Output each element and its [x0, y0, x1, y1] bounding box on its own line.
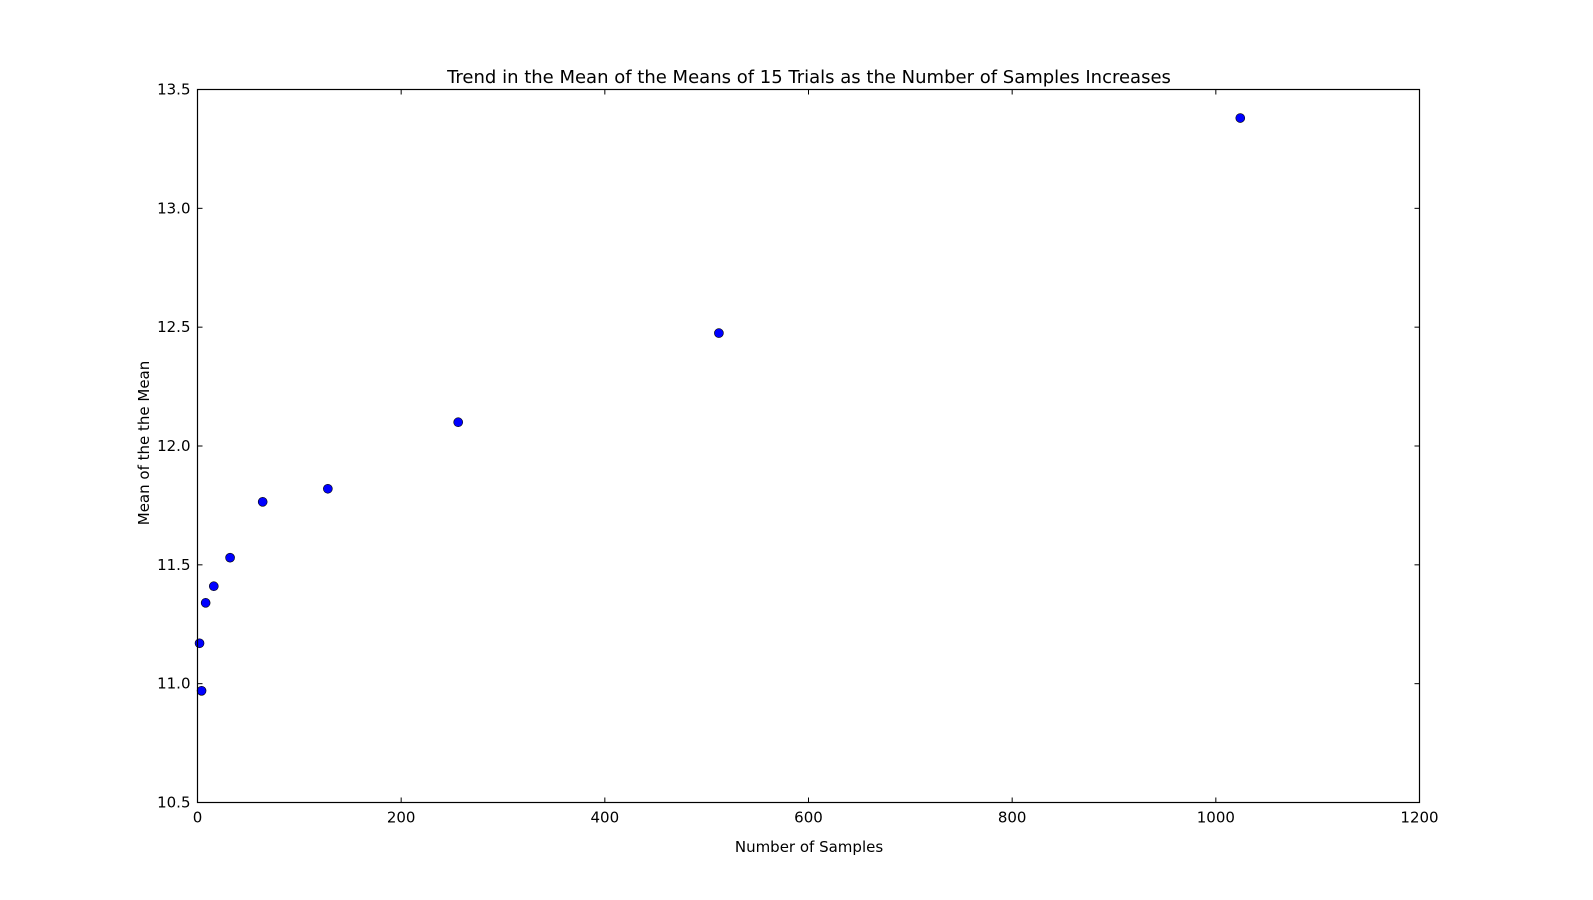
y-tick-label: 10.5 [157, 794, 190, 812]
x-tick-label: 0 [193, 809, 203, 827]
x-tick-label: 1000 [1197, 809, 1235, 827]
plot-frame [196, 88, 1421, 804]
x-tick-label: 600 [794, 809, 823, 827]
x-axis-label: Number of Samples [735, 838, 883, 856]
scatter-point [225, 552, 235, 563]
y-tick-label: 12.0 [157, 437, 190, 455]
scatter-point [196, 685, 207, 696]
x-tick-label: 1200 [1400, 809, 1438, 827]
scatter-point [194, 638, 205, 649]
chart-title: Trend in the Mean of the Means of 15 Tri… [446, 67, 1171, 88]
y-axis-label: Mean of the the Mean [135, 361, 153, 526]
x-tick-label: 400 [591, 809, 620, 827]
scatter-point [257, 497, 268, 507]
x-tick-label: 800 [998, 809, 1027, 827]
scatter-point [200, 598, 211, 608]
y-tick-label: 11.5 [157, 556, 190, 574]
x-tick-label: 200 [387, 809, 416, 827]
scatter-point [714, 328, 724, 338]
scatter-point [323, 483, 333, 494]
scatter-point [453, 417, 463, 428]
y-axis-ticks: 10.5 11.0 11.5 12.0 12.5 13.0 13.5 [157, 81, 1420, 812]
y-tick-label: 13.5 [157, 81, 190, 99]
scatter-point [208, 581, 219, 592]
x-axis-ticks: 0 200 400 600 800 1000 1200 [193, 89, 1439, 827]
y-tick-label: 13.0 [157, 199, 190, 217]
data-points [194, 113, 1246, 696]
scatter-point [1235, 113, 1246, 123]
y-tick-label: 12.5 [157, 318, 190, 336]
y-tick-label: 11.0 [157, 675, 190, 693]
